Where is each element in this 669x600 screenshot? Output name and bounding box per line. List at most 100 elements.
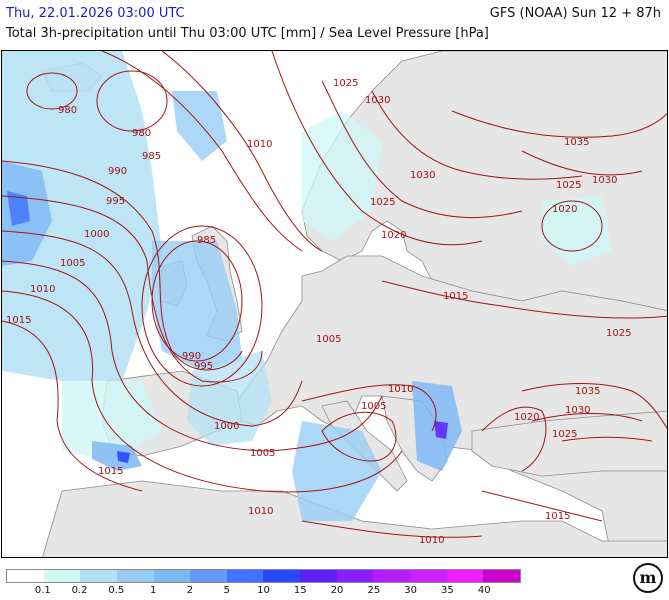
isobar-1005-med <box>321 411 397 462</box>
isobar-label: 1020 <box>514 412 539 423</box>
isobar-1015-south <box>481 490 603 522</box>
legend-swatch <box>190 570 227 582</box>
isobar-label: 1000 <box>214 421 239 432</box>
isobar-labels: 980 980 985 985 990 990 995 995 1000 100… <box>6 78 631 546</box>
precipitation-legend: 0.1 0.2 0.5 1 2 5 10 15 20 25 30 35 40 <box>6 569 521 597</box>
isobar-995 <box>2 195 263 383</box>
isobar-label: 1015 <box>6 315 31 326</box>
weather-map[interactable]: 980 980 985 985 990 990 995 995 1000 100… <box>1 50 668 558</box>
legend-label: 5 <box>223 585 230 596</box>
isobar-label: 1025 <box>556 180 581 191</box>
isobar-1020-turkey <box>521 383 667 429</box>
isobar-label: 1030 <box>592 175 617 186</box>
legend-swatch <box>153 570 191 582</box>
isobar-high-russia <box>541 200 603 252</box>
legend-label: 0.2 <box>71 585 88 596</box>
precip-gibraltar-heavy <box>117 451 130 463</box>
valid-date: Thu, 22.01.2026 03:00 UTC <box>6 6 185 21</box>
isobar-label: 990 <box>182 351 201 362</box>
legend-label: 1 <box>149 585 157 596</box>
isobar-low-iceland <box>26 72 78 110</box>
legend-label: 30 <box>404 585 418 596</box>
legend-label: 2 <box>186 585 194 596</box>
isobar-label: 980 <box>58 105 77 116</box>
isobar-1010-south <box>301 520 483 538</box>
isobar-1025 <box>321 80 523 219</box>
legend-swatch <box>7 570 44 582</box>
isobar-label: 1015 <box>443 291 468 302</box>
isobar-label: 985 <box>197 235 216 246</box>
isobar-label: 995 <box>194 361 213 372</box>
isobar-label: 990 <box>108 166 127 177</box>
model-run: GFS (NOAA) Sun 12 + 87h <box>489 6 661 21</box>
precip-atlantic-heavy <box>7 191 30 226</box>
isobar-label: 1015 <box>545 511 570 522</box>
isobar-1010 <box>2 290 403 493</box>
map-subtitle: Total 3h-precipitation until Thu 03:00 U… <box>6 26 489 41</box>
isobar-label: 1030 <box>565 405 590 416</box>
isobar-1020 <box>271 51 483 246</box>
precip-spain <box>62 381 162 461</box>
isobar-1010-north <box>101 51 303 252</box>
isobar-1015-north <box>161 51 323 252</box>
isobar-label: 1005 <box>316 334 341 345</box>
precip-tyrrhenian <box>292 421 382 521</box>
isobar-label: 1010 <box>388 384 413 395</box>
legend-swatch <box>373 570 411 582</box>
legend-swatch <box>300 570 337 582</box>
precip-norway <box>302 111 382 241</box>
isobar-label: 1035 <box>564 137 589 148</box>
legend-label: 0.1 <box>34 585 51 596</box>
isobar-label: 1035 <box>575 386 600 397</box>
isobar-label: 1030 <box>410 170 435 181</box>
isobar-1010-med <box>301 384 437 432</box>
isobar-label: 1015 <box>98 466 123 477</box>
isobar-1025-east <box>521 150 643 176</box>
isobar-1025-turkey <box>531 413 643 422</box>
legend-tick-labels: 0.1 0.2 0.5 1 2 5 10 15 20 25 30 35 40 <box>6 583 521 597</box>
precip-aegean-heavy <box>434 421 448 439</box>
isobar-label: 995 <box>106 196 125 207</box>
isobar-990 <box>2 160 243 371</box>
isobar-1000 <box>2 230 303 427</box>
legend-swatch <box>226 570 264 582</box>
legend-swatch <box>116 570 154 582</box>
isobar-label: 985 <box>142 151 161 162</box>
legend-label: 40 <box>477 585 491 596</box>
legend-swatch <box>336 570 374 582</box>
map-header: Thu, 22.01.2026 03:00 UTC GFS (NOAA) Sun… <box>0 0 669 50</box>
isobar-label: 1025 <box>370 197 395 208</box>
isobar-label: 1005 <box>60 258 85 269</box>
legend-swatch <box>263 570 301 582</box>
turkey-land <box>471 410 667 477</box>
map-canvas: 980 980 985 985 990 990 995 995 1000 100… <box>2 51 667 557</box>
isobar-label: 1010 <box>247 139 272 150</box>
meteologix-logo[interactable]: m <box>633 563 663 593</box>
precip-france <box>187 351 272 446</box>
legend-label: 10 <box>257 585 270 596</box>
legend-label: 35 <box>441 585 454 596</box>
isobar-label: 1025 <box>333 78 358 89</box>
legend-color-bar <box>6 569 521 583</box>
isobar-low-biscay-outer <box>141 225 263 387</box>
legend-swatch <box>80 570 117 582</box>
precipitation-layer <box>2 51 612 521</box>
isobar-1030-turkey <box>561 436 653 442</box>
isobar-label: 1025 <box>606 328 631 339</box>
isobar-1005 <box>2 260 383 452</box>
isobar-label: 1020 <box>552 204 577 215</box>
legend-label: 20 <box>330 585 344 596</box>
legend-swatch <box>410 570 447 582</box>
legend-swatch <box>483 570 520 582</box>
isobar-low-biscay <box>151 240 243 362</box>
isobar-label: 1020 <box>381 230 406 241</box>
legend-swatch <box>446 570 484 582</box>
precip-biscay <box>152 241 242 371</box>
isobar-label: 1025 <box>552 429 577 440</box>
isobar-label: 1010 <box>419 535 444 546</box>
isobar-label: 1010 <box>248 506 273 517</box>
isobar-1030 <box>371 90 583 180</box>
isobar-label: 1030 <box>365 95 390 106</box>
precip-gibraltar <box>92 441 142 471</box>
legend-swatch <box>43 570 81 582</box>
